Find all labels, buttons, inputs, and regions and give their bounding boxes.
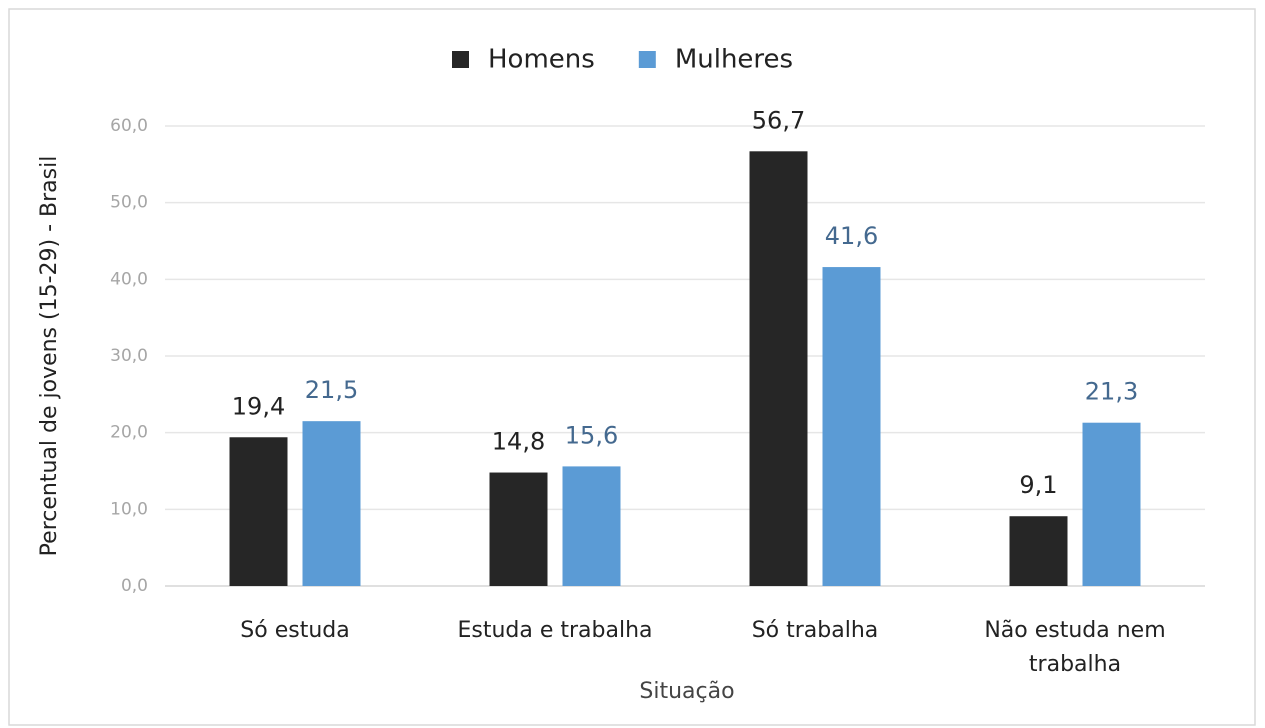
bar [562,466,621,586]
bar [822,267,881,586]
bar [229,437,288,586]
value-label: 21,5 [305,376,358,404]
value-label: 41,6 [825,222,878,250]
value-label: 21,3 [1085,378,1138,406]
y-tick-label: 60,0 [110,116,148,136]
y-tick-label: 40,0 [110,269,148,289]
legend-label: Mulheres [675,45,793,75]
value-label: 56,7 [752,106,805,134]
value-label: 15,6 [565,421,618,449]
value-label: 9,1 [1019,471,1057,499]
x-tick-label: Estuda e trabalha [457,618,653,643]
y-tick-label: 0,0 [121,576,148,596]
legend-label: Homens [488,45,595,75]
value-label: 14,8 [492,428,545,456]
x-axis-title: Situação [639,679,734,704]
bar [749,151,808,587]
y-tick-label: 30,0 [110,346,148,366]
bar [1009,516,1068,586]
x-tick-label: Só trabalha [751,618,879,643]
x-tick-label: Não estuda nem trabalha [984,618,1166,677]
bar [302,421,361,586]
legend-swatch [452,51,469,68]
y-axis-title: Percentual de jovens (15-29) - Brasil [37,156,62,557]
value-label: 19,4 [232,392,285,420]
y-tick-label: 10,0 [110,499,148,519]
x-tick-label: Só estuda [240,618,350,643]
y-tick-label: 50,0 [110,193,148,213]
chart-border [8,8,1256,726]
bar [1082,422,1141,586]
legend-swatch [638,51,656,68]
y-tick-label: 20,0 [110,423,148,443]
bar [489,472,548,586]
